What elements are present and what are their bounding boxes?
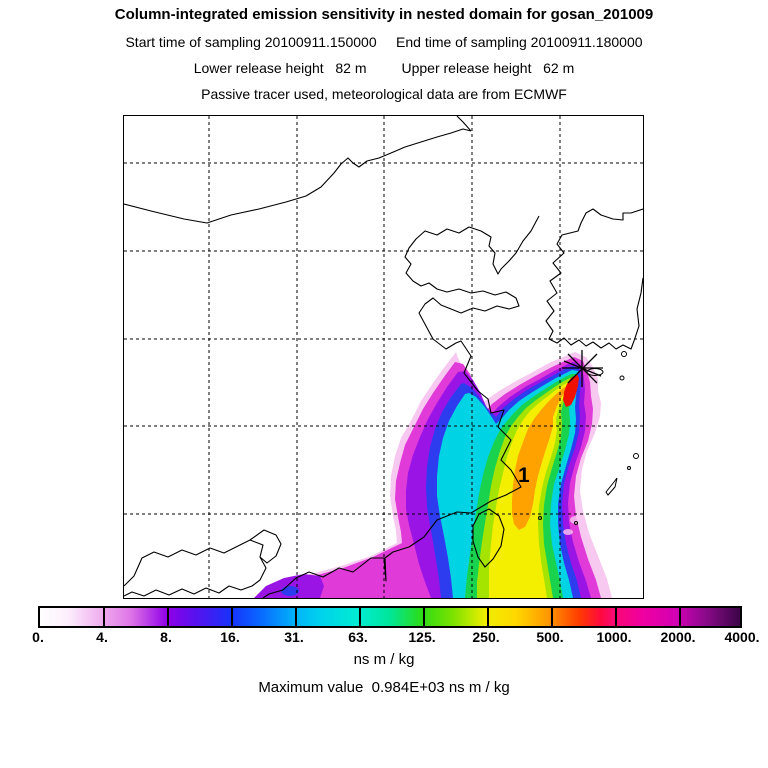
border-province-1	[124, 539, 267, 597]
island-speck	[574, 521, 578, 525]
border-north-spur	[456, 116, 472, 132]
island-speck	[633, 453, 639, 459]
plume-fringe-spot	[563, 529, 573, 535]
island-speck	[621, 351, 627, 357]
colorbar	[38, 606, 742, 628]
colorbar-divider	[679, 608, 681, 626]
colorbar-tick-label: 4000.	[724, 629, 760, 645]
coast-china	[262, 215, 540, 598]
plume-band-8	[512, 382, 574, 530]
emission-sensitivity-map: 1	[124, 116, 643, 598]
plume-layer	[254, 352, 612, 598]
colorbar-tick-label: 8.	[160, 629, 172, 645]
graticule-layer	[124, 116, 643, 598]
colorbar-divider	[487, 608, 489, 626]
release-heights-line: Lower release height 82 m Upper release …	[193, 60, 575, 76]
star-arm	[563, 360, 602, 377]
island-speck	[538, 516, 542, 520]
border-north	[124, 128, 472, 224]
max-value-label: Maximum value 0.984E+03 ns m / kg	[258, 679, 510, 696]
colorbar-divider	[103, 608, 105, 626]
coast-taiwan	[472, 508, 505, 568]
island-speck	[619, 375, 625, 381]
colorbar-divider	[295, 608, 297, 626]
colorbar-tick-label: 500.	[536, 629, 564, 645]
colorbar-tick-label: 4.	[96, 629, 108, 645]
page-title: Column-integrated emission sensitivity i…	[114, 6, 654, 23]
colorbar-divider	[359, 608, 361, 626]
colorbar-tick-label: 63.	[348, 629, 368, 645]
coast-korea	[545, 208, 643, 350]
island-speck	[627, 466, 631, 470]
colorbar-divider	[615, 608, 617, 626]
colorbar-divider	[551, 608, 553, 626]
plume-fringe-spot	[570, 516, 582, 524]
plume-contour-label: 1	[518, 464, 530, 487]
colorbar-divider	[167, 608, 169, 626]
colorbar-tick-label: 2000.	[660, 629, 696, 645]
colorbar-tick-label: 31.	[284, 629, 304, 645]
colorbar-ticks: 0. 4. 8. 16. 31. 63. 125. 250. 500. 1000. 2000. 400…	[0, 629, 768, 645]
island-okinawa	[605, 477, 618, 496]
colorbar-tick-label: 125.	[408, 629, 436, 645]
plume-band-9	[563, 374, 579, 407]
colorbar-tick-label: 250.	[472, 629, 500, 645]
colorbar-units-label: ns m / kg	[353, 651, 415, 668]
border-province-2	[249, 529, 282, 564]
sampling-times-line: Start time of sampling 20100911.150000 E…	[125, 34, 643, 50]
colorbar-divider	[231, 608, 233, 626]
plume-tail-purple	[254, 574, 324, 598]
coastline-layer	[124, 116, 643, 598]
receptor-star-icon	[562, 350, 603, 387]
colorbar-tick-label: 0.	[32, 629, 44, 645]
colorbar-divider	[423, 608, 425, 626]
plume-tail-blue-spot	[281, 586, 299, 596]
colorbar-tick-label: 16.	[220, 629, 240, 645]
map-panel: 1	[123, 115, 644, 599]
colorbar-tick-label: 1000.	[596, 629, 632, 645]
tracer-met-line: Passive tracer used, meteorological data…	[201, 86, 567, 102]
